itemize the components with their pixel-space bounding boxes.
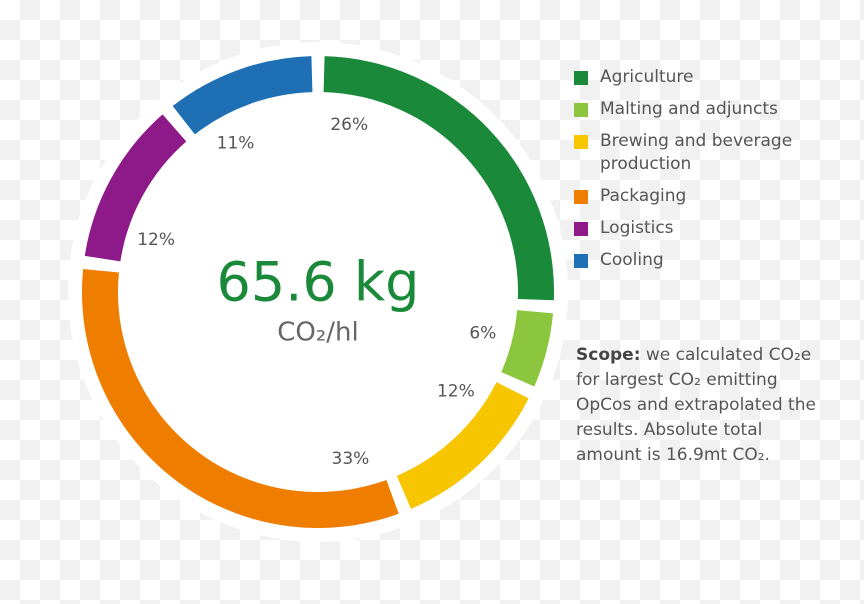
legend-label: Malting and adjuncts [600,99,778,119]
donut-segment [172,56,313,135]
segment-label: 6% [469,324,496,344]
legend-item: Agriculture [574,66,844,89]
legend-swatch [574,190,588,204]
segment-label: 11% [217,133,255,153]
segment-label: 33% [332,449,370,469]
legend-label: Brewing and beverage production [600,131,793,174]
donut-segment [501,310,554,387]
legend-item: Brewing and beverage production [574,130,844,176]
legend-label: Logistics [600,218,674,238]
legend: Agriculture Malting and adjuncts Brewing a… [574,66,844,281]
segment-label: 12% [437,381,475,401]
legend-swatch [574,103,588,117]
legend-swatch [574,254,588,268]
donut-segment [84,114,187,262]
legend-label: Agriculture [600,67,694,87]
legend-item: Packaging [574,185,844,208]
donut-backdrop [68,42,568,542]
note-label: Scope: [576,345,641,365]
legend-item: Malting and adjuncts [574,98,844,121]
legend-item: Logistics [574,217,844,240]
legend-item: Cooling [574,249,844,272]
donut-segment [323,56,554,301]
legend-label: Packaging [600,186,687,206]
legend-swatch [574,135,588,149]
segment-label: 26% [330,115,368,135]
note-text: we calculated CO₂e for largest CO₂ emitt… [576,345,816,465]
legend-swatch [574,222,588,236]
donut-segment [82,268,399,529]
donut-segment [396,382,529,509]
legend-label: Cooling [600,250,664,270]
center-value: 65.6 kg [217,251,420,314]
legend-swatch [574,71,588,85]
scope-note: Scope: we calculated CO₂e for largest CO… [576,343,826,468]
segment-label: 12% [137,230,175,250]
center-unit: CO₂/hl [277,318,359,348]
